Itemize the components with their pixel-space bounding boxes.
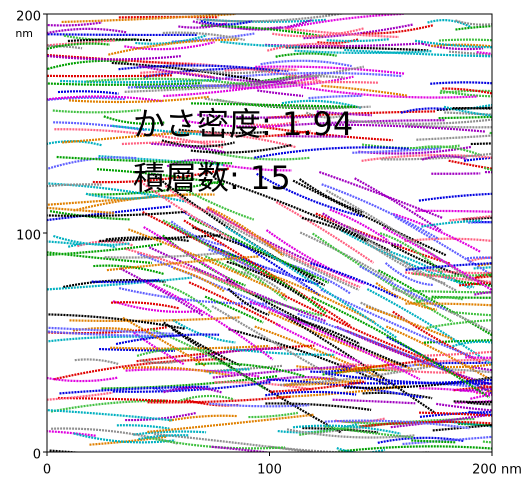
y-unit-label: nm (15, 27, 33, 40)
fiber-strand (485, 172, 526, 173)
fiber-strand (489, 275, 526, 287)
chart: 0 100 200 nm 0 100 200 nm かさ密度: 1.94 積層数: 15 (0, 0, 526, 480)
fiber-strand (474, 292, 526, 295)
x-tick-label: 0 (43, 463, 51, 478)
y-tick-label: 200 (16, 10, 41, 25)
y-tick-label: 0 (33, 448, 41, 463)
annotation: 積層数: 15 (133, 159, 291, 197)
x-tick-label: 200 nm (472, 463, 522, 478)
page: 0100200 nm0100200nm かさ密度: 1.94 積層数: 15 (… (0, 0, 526, 480)
annotation: かさ密度: 1.94 (133, 105, 353, 143)
y-tick-label: 100 (16, 229, 41, 244)
fiber-strand (286, 82, 378, 83)
fiber-strand (490, 133, 526, 150)
x-tick-label: 100 (257, 463, 282, 478)
